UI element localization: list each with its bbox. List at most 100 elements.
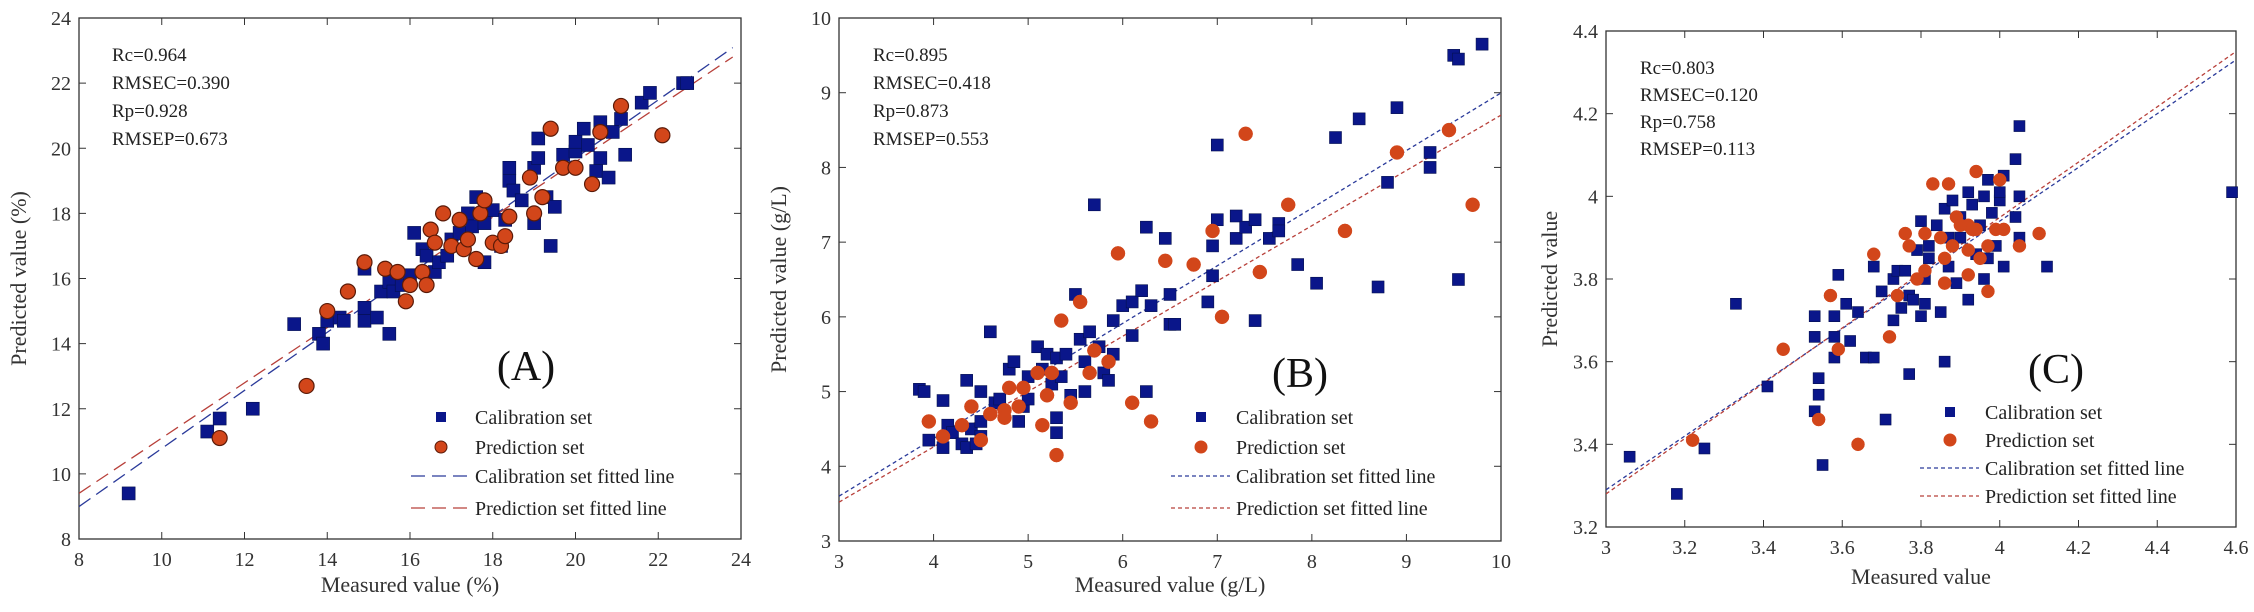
legend-label: Prediction set fitted line xyxy=(475,498,667,520)
prediction-point xyxy=(476,192,493,209)
prediction-point xyxy=(339,283,357,300)
calibration-point xyxy=(1263,232,1276,245)
calibration-point xyxy=(936,394,950,407)
x-tick-label: 4.4 xyxy=(2145,537,2170,559)
calibration-point xyxy=(1371,280,1385,294)
y-axis-label: Predicted value (%) xyxy=(6,191,31,366)
prediction-fitted-line xyxy=(1606,50,2236,495)
prediction-point xyxy=(1011,399,1026,414)
calibration-point xyxy=(1938,355,1951,368)
prediction-point xyxy=(319,302,336,320)
prediction-point xyxy=(1969,164,1983,179)
calibration-point xyxy=(1158,232,1172,245)
prediction-point xyxy=(397,293,414,310)
y-tick-label: 3 xyxy=(821,531,831,553)
x-tick-label: 4.6 xyxy=(2224,537,2249,559)
prediction-point xyxy=(2032,226,2046,241)
legend-label: Prediction set xyxy=(475,437,585,459)
y-tick-label: 6 xyxy=(821,307,831,329)
calibration-point xyxy=(576,121,591,136)
calibration-point xyxy=(357,314,372,328)
prediction-point xyxy=(1280,197,1296,213)
prediction-point xyxy=(2012,239,2027,253)
calibration-point xyxy=(1698,442,1711,455)
calibration-point xyxy=(1102,374,1115,387)
calibration-point xyxy=(1475,37,1489,51)
prediction-point xyxy=(1910,272,1924,286)
calibration-point xyxy=(1919,297,1931,310)
stat-text: Rp=0.873 xyxy=(873,101,949,122)
stat-text: RMSEP=0.113 xyxy=(1640,139,1755,160)
prediction-point xyxy=(1087,343,1102,358)
y-tick-label: 18 xyxy=(51,203,71,225)
prediction-point xyxy=(1973,251,1987,266)
calibration-point xyxy=(1248,314,1262,327)
calibration-point xyxy=(1229,209,1243,223)
x-axis-label: Measured value xyxy=(1851,564,1991,589)
prediction-point xyxy=(654,127,671,144)
stat-text: Rc=0.895 xyxy=(873,45,948,66)
x-tick-label: 10 xyxy=(1491,551,1511,573)
calibration-point xyxy=(121,486,136,501)
calibration-point xyxy=(974,385,988,398)
calibration-point xyxy=(1291,258,1304,271)
stat-text: RMSEP=0.673 xyxy=(112,129,228,150)
calibration-point xyxy=(1907,293,1919,306)
x-tick-label: 20 xyxy=(566,549,586,571)
calibration-point xyxy=(2013,190,2026,203)
calibration-point xyxy=(287,317,301,331)
plot-frame xyxy=(838,17,1502,542)
legend-label: Calibration set fitted line xyxy=(475,466,675,488)
calibration-point xyxy=(1852,306,1864,318)
y-tick-label: 20 xyxy=(51,138,71,160)
calibration-point xyxy=(1310,276,1323,290)
prediction-point xyxy=(1465,197,1480,213)
y-tick-label: 4.2 xyxy=(1573,104,1598,126)
prediction-point xyxy=(1238,126,1253,142)
calibration-point xyxy=(1840,297,1852,310)
calibration-point xyxy=(1623,450,1636,463)
calibration-point xyxy=(1966,198,1978,211)
x-tick-label: 3.2 xyxy=(1672,537,1697,559)
prediction-point xyxy=(1937,251,1952,266)
calibration-point xyxy=(465,219,479,234)
calibration-point xyxy=(1844,335,1856,347)
prediction-point xyxy=(1053,313,1069,328)
prediction-point xyxy=(211,429,228,447)
prediction-point xyxy=(1993,173,2007,187)
calibration-point xyxy=(1923,252,1935,265)
panel-label: (A) xyxy=(497,344,555,390)
prediction-point xyxy=(1937,276,1952,290)
legend-label: Calibration set xyxy=(475,407,593,429)
calibration-point xyxy=(1816,459,1829,471)
scatter-panel-a: 8 10 12 14 16 18 20 22 24 8 10 12 14 16 18 20 22 24 Measur… xyxy=(6,8,751,597)
calibration-point xyxy=(1423,146,1437,159)
prediction-point xyxy=(1933,230,1948,245)
prediction-point xyxy=(1926,177,1940,191)
x-tick-label: 9 xyxy=(1401,551,1411,573)
calibration-point xyxy=(1078,385,1092,398)
y-tick-label: 4 xyxy=(1588,186,1598,208)
calibration-point xyxy=(1934,306,1947,318)
calibration-point xyxy=(1125,329,1139,342)
prediction-point xyxy=(1063,395,1078,411)
calibration-point xyxy=(419,248,434,263)
calibration-point xyxy=(316,336,330,351)
prediction-point xyxy=(435,205,452,222)
legend-square-icon xyxy=(436,412,446,422)
prediction-point xyxy=(1389,145,1405,160)
calibration-point xyxy=(1930,219,1943,232)
calibration-point xyxy=(1923,240,1935,252)
prediction-point xyxy=(1214,309,1230,325)
calibration-point xyxy=(1140,385,1153,398)
calibration-point xyxy=(1088,198,1101,212)
y-tick-label: 8 xyxy=(61,529,71,551)
panel-label: (B) xyxy=(1272,351,1328,397)
prediction-point xyxy=(401,276,419,294)
y-tick-label: 3.2 xyxy=(1573,517,1598,539)
calibration-point xyxy=(593,151,608,165)
calibration-point xyxy=(1239,220,1252,234)
y-tick-label: 16 xyxy=(51,269,71,291)
prediction-point xyxy=(1124,395,1140,411)
prediction-point xyxy=(935,429,951,444)
